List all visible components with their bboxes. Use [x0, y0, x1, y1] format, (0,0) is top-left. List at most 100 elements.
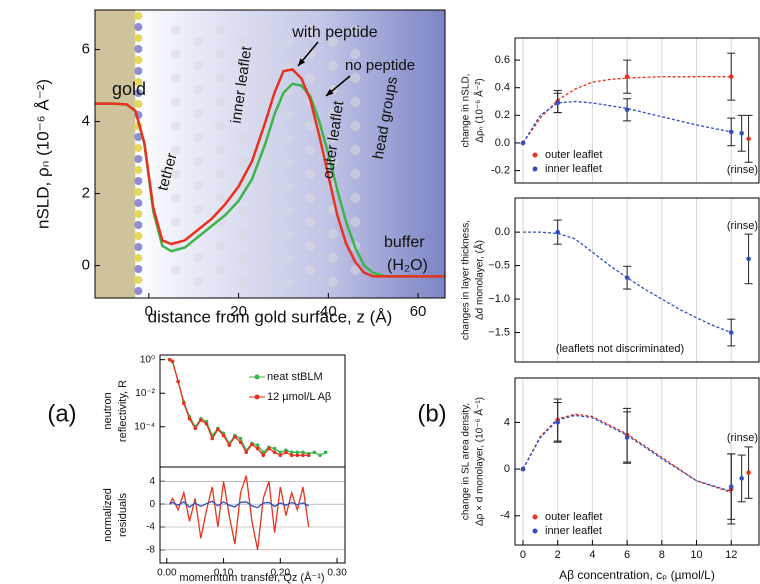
- data-point: [289, 453, 294, 458]
- lipid-bead: [193, 133, 204, 143]
- surface-atom: [134, 100, 143, 108]
- lipid-bead: [282, 277, 293, 287]
- lipid-bead: [327, 253, 338, 263]
- data-point: [221, 433, 226, 438]
- data-point: [227, 443, 232, 447]
- surface-atom: [134, 177, 143, 185]
- y-axis-label: normalized: [102, 488, 114, 542]
- lipid-bead: [215, 25, 226, 35]
- lipid-bead: [327, 61, 338, 71]
- lipid-bead: [282, 109, 293, 119]
- lipid-bead: [215, 169, 226, 179]
- lipid-bead: [215, 265, 226, 275]
- y-axis-label: Δρₙ (10⁻⁶ Å⁻²): [473, 78, 486, 142]
- y-axis-label: reflectivity, R: [117, 380, 129, 442]
- lipid-bead: [215, 49, 226, 59]
- plot-area: [520, 398, 753, 525]
- data-point: [555, 229, 560, 235]
- surface-atom: [134, 144, 143, 152]
- data-point: [204, 422, 209, 426]
- surface-atom: [134, 23, 143, 31]
- x-tick-label: 0.20: [271, 568, 291, 579]
- lipid-bead: [193, 109, 204, 119]
- lipid-bead: [193, 277, 204, 287]
- series-line: [95, 68, 445, 278]
- lipid-bead: [170, 121, 181, 131]
- surface-atom: [134, 265, 143, 273]
- lipid-bead: [260, 241, 271, 251]
- data-point: [255, 443, 260, 447]
- lipid-bead: [305, 145, 316, 155]
- data-point: [555, 100, 560, 106]
- lipid-bead: [350, 217, 361, 227]
- data-point: [746, 470, 751, 475]
- legend-label: 12 µmol/L Aβ: [267, 391, 331, 403]
- surface-atom: [134, 133, 143, 141]
- y-axis-label: nSLD, ρₙ (10⁻⁶ Å⁻²): [33, 79, 52, 229]
- data-point: [238, 440, 243, 445]
- lipid-bead: [260, 265, 271, 275]
- plot-frame: [514, 37, 760, 184]
- y-tick-label: 0.0: [495, 226, 510, 238]
- legend-label: inner leaflet: [545, 525, 602, 537]
- y-tick-label: 0.6: [495, 54, 510, 66]
- x-tick-label: 4: [589, 549, 595, 561]
- data-point: [301, 450, 305, 455]
- data-point: [193, 426, 197, 431]
- y-axis-label: neutron: [102, 392, 114, 429]
- plot-frame: [159, 466, 346, 564]
- surface-atom: [134, 221, 143, 229]
- x-axis-label: Aβ concentration, cₚ (µmol/L): [559, 568, 715, 582]
- data-point: [318, 453, 322, 458]
- panel-label: (b): [417, 400, 446, 427]
- lipid-bead: [238, 229, 249, 239]
- lipid-bead: [170, 49, 181, 59]
- data-point: [624, 435, 630, 440]
- data-point: [739, 476, 744, 481]
- x-tick-label: 60: [410, 303, 427, 320]
- lipid-bead: [282, 61, 293, 71]
- lipid-bead: [238, 109, 249, 119]
- data-point: [170, 359, 175, 364]
- y-tick-label: 2: [82, 185, 90, 202]
- lipid-bead: [170, 217, 181, 227]
- arrow-head: [298, 58, 306, 66]
- data-point: [301, 453, 305, 458]
- lipid-bead: [305, 121, 316, 131]
- y-tick-label: 4: [504, 416, 510, 428]
- data-point: [728, 129, 734, 135]
- surface-atom: [134, 12, 143, 20]
- data-point: [312, 450, 317, 455]
- data-point: [272, 450, 277, 455]
- y-tick-label: 0.4: [495, 82, 510, 94]
- arrow-head: [326, 88, 334, 96]
- plot-area: [520, 52, 753, 163]
- annotation: (rinse): [727, 432, 758, 444]
- buffer-region: [135, 10, 445, 298]
- lipid-bead: [260, 97, 271, 107]
- x-axis-label: distance from gold surface, z (Å): [148, 307, 393, 326]
- data-point: [250, 442, 254, 447]
- data-point: [244, 450, 249, 455]
- annotation: no peptide: [345, 57, 415, 74]
- lipid-bead: [215, 193, 226, 203]
- lipid-bead: [282, 37, 293, 47]
- plot-area: [167, 357, 328, 458]
- y-tick-label: 6: [82, 41, 90, 58]
- legend-label: neat stBLM: [267, 371, 323, 383]
- y-tick-label: 0: [504, 463, 510, 475]
- lipid-bead: [215, 145, 226, 155]
- lipid-bead: [305, 73, 316, 83]
- surface-atom: [134, 45, 143, 53]
- lipid-bead: [238, 253, 249, 263]
- lipid-bead: [282, 205, 293, 215]
- lipid-bead: [260, 49, 271, 59]
- lipid-bead: [215, 121, 226, 131]
- surface-atom: [134, 243, 143, 251]
- data-point: [187, 416, 192, 421]
- data-point: [261, 453, 266, 458]
- lipid-bead: [193, 205, 204, 215]
- x-tick-label: 40: [320, 303, 337, 320]
- x-tick-label: 12: [725, 549, 737, 561]
- data-point: [238, 436, 243, 441]
